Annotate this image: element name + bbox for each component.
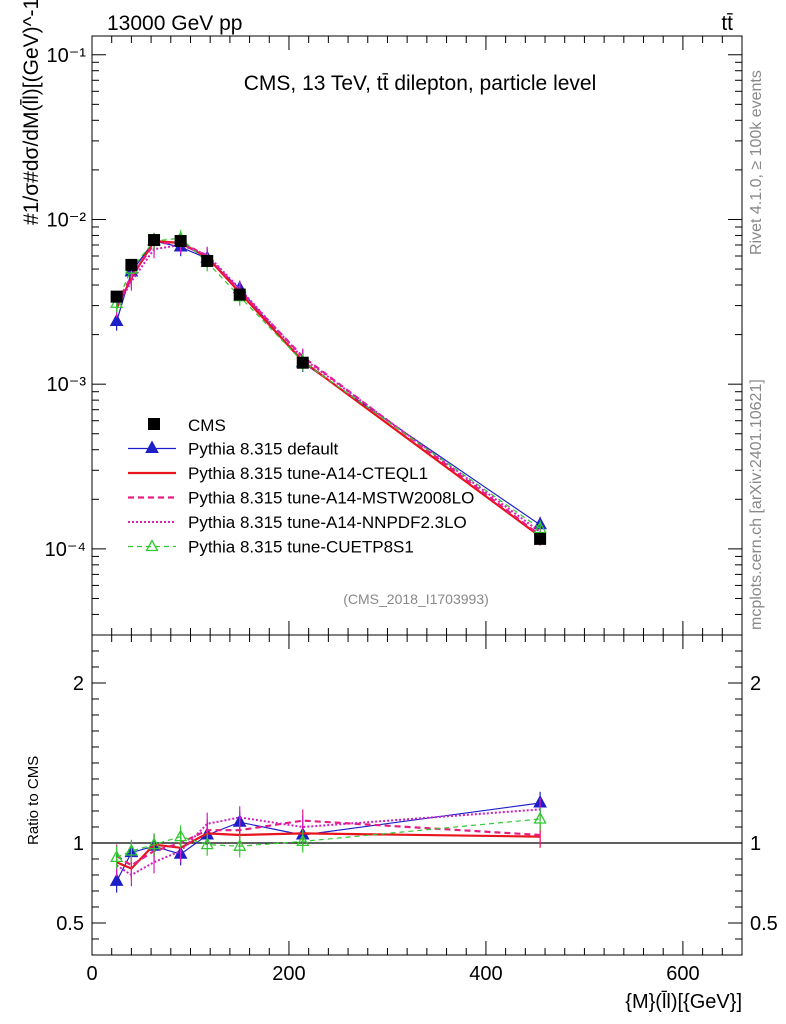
cms-data-point bbox=[534, 532, 547, 545]
ratio-point-4 bbox=[174, 829, 188, 842]
ratio-y-tick-label: 0.5 bbox=[56, 913, 84, 935]
main-y-tick-label: 10⁻² bbox=[47, 209, 87, 231]
ratio-y-tick-label-right: 0.5 bbox=[750, 913, 778, 935]
x-tick-label: 0 bbox=[86, 963, 97, 985]
legend-label-1: Pythia 8.315 tune-A14-CTEQL1 bbox=[188, 464, 428, 483]
process-label: tt̄ bbox=[721, 12, 733, 35]
cms-data-point bbox=[296, 356, 309, 369]
plot-title: CMS, 13 TeV, tt̄ dilepton, particle leve… bbox=[244, 72, 597, 95]
main-y-tick-label: 10⁻⁴ bbox=[45, 539, 86, 561]
ratio-axis-ticks: 0 200 400 600 0.5 0.5 1 1 2 2 bbox=[56, 635, 778, 985]
ratio-series-group bbox=[109, 791, 547, 893]
main-y-axis-label: #1/σ#dσ/dM(l̄l)[(GeV)^-1] bbox=[19, 0, 43, 225]
x-tick-label: 200 bbox=[272, 963, 305, 985]
ratio-point-4 bbox=[296, 834, 310, 847]
legend-marker-0 bbox=[145, 440, 159, 453]
side-label-mcplots: mcplots.cern.ch [arXiv:2401.10621] bbox=[748, 379, 765, 630]
main-point-0 bbox=[109, 313, 124, 327]
main-line-3 bbox=[115, 243, 541, 533]
main-axis-ticks: 10⁻¹ 10⁻² 10⁻³ 10⁻⁴ bbox=[45, 36, 742, 636]
side-label-rivet: Rivet 4.1.0, ≥ 100k events bbox=[748, 70, 765, 255]
ratio-line-3 bbox=[116, 808, 541, 877]
main-y-tick-label: 10⁻¹ bbox=[47, 45, 87, 67]
legend-marker-4 bbox=[145, 539, 159, 552]
legend-label-3: Pythia 8.315 tune-A14-NNPDF2.3LO bbox=[188, 513, 467, 532]
analysis-id: (CMS_2018_I1703993) bbox=[343, 591, 489, 607]
legend-label-2: Pythia 8.315 tune-A14-MSTW2008LO bbox=[188, 489, 474, 508]
ratio-y-axis-label: Ratio to CMS bbox=[25, 756, 42, 845]
cms-data-point bbox=[201, 254, 214, 267]
ratio-panel-frame bbox=[91, 634, 743, 956]
ratio-point-4 bbox=[533, 811, 547, 824]
cms-data-point bbox=[174, 235, 187, 248]
cms-data-point bbox=[110, 290, 123, 303]
main-point-4 bbox=[533, 521, 547, 534]
ratio-point-0 bbox=[109, 873, 124, 886]
ratio-y-tick-label-right: 1 bbox=[750, 833, 761, 855]
ratio-point-4 bbox=[200, 837, 214, 850]
ratio-point-4 bbox=[124, 843, 138, 856]
ratio-point-4 bbox=[147, 837, 161, 850]
legend: CMS Pythia 8.315 default Pythia 8.315 tune… bbox=[128, 416, 474, 557]
cms-data-point bbox=[125, 258, 138, 271]
ratio-y-tick-label-right: 2 bbox=[750, 673, 761, 695]
main-line-4 bbox=[116, 237, 541, 529]
x-tick-label: 600 bbox=[666, 963, 699, 985]
cms-data-point bbox=[233, 288, 246, 301]
legend-label-cms: CMS bbox=[188, 416, 226, 435]
x-tick-label: 400 bbox=[469, 963, 502, 985]
ratio-y-tick-label: 1 bbox=[73, 833, 84, 855]
ratio-line-4 bbox=[116, 818, 541, 858]
cms-data-point bbox=[148, 234, 161, 247]
main-y-tick-label: 10⁻³ bbox=[47, 374, 87, 396]
ratio-y-tick-label: 2 bbox=[73, 673, 84, 695]
ratio-point-4 bbox=[110, 850, 124, 863]
legend-marker-cms bbox=[148, 418, 160, 430]
ratio-line-2 bbox=[116, 819, 541, 867]
ratio-point-4 bbox=[233, 838, 247, 851]
legend-label-0: Pythia 8.315 default bbox=[188, 440, 339, 459]
beam-label: 13000 GeV pp bbox=[107, 12, 242, 35]
main-series-group bbox=[109, 230, 547, 546]
legend-label-4: Pythia 8.315 tune-CUETP8S1 bbox=[188, 538, 414, 557]
x-axis-label: {M}(l̄l)[{GeV}] bbox=[625, 990, 742, 1013]
